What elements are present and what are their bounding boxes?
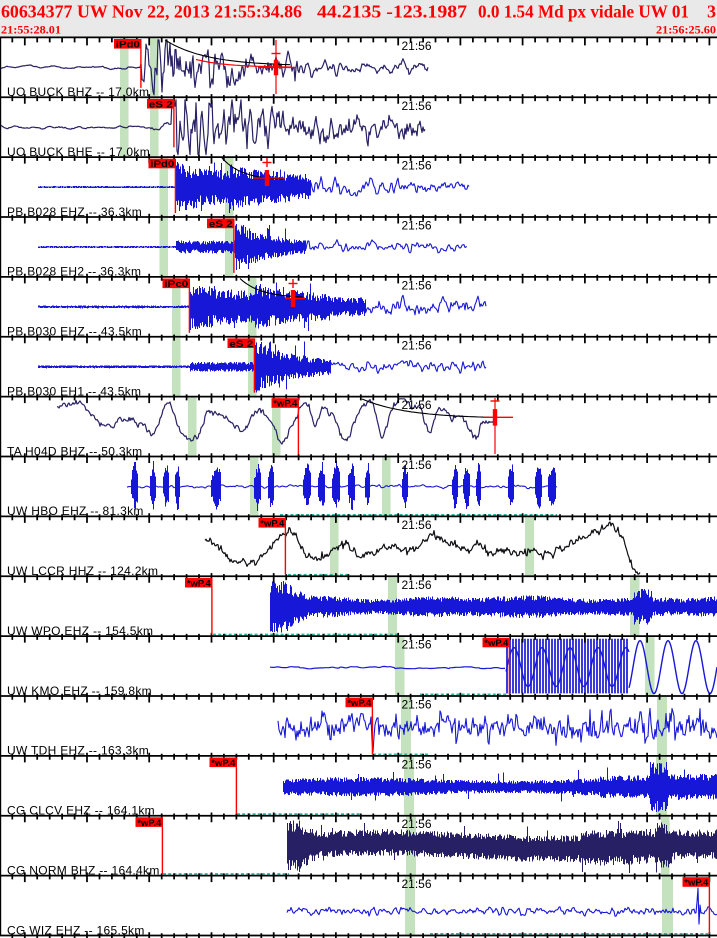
svg-text:PB B028 EHZ -- 36.3km: PB B028 EHZ -- 36.3km [7,205,142,219]
svg-text:21:56: 21:56 [402,278,432,292]
svg-text:21:56: 21:56 [402,698,432,712]
svg-text:21:56: 21:56 [402,757,432,771]
svg-text:21:56: 21:56 [402,39,432,53]
svg-text:eS 2: eS 2 [209,219,233,230]
svg-text:*wP.4: *wP.4 [211,758,236,769]
svg-text:CG NORM BHZ -- 164.4km: CG NORM BHZ -- 164.4km [7,863,160,877]
svg-text:21:56: 21:56 [402,817,432,831]
svg-text:21:56: 21:56 [402,458,432,472]
svg-text:UO BUCK BHZ -- 17.0km: UO BUCK BHZ -- 17.0km [7,85,149,99]
svg-text:iPc0: iPc0 [164,279,188,290]
svg-text:PB B028 EH2 -- 36.3km: PB B028 EH2 -- 36.3km [7,265,141,279]
svg-text:UO BUCK BHE -- 17.0km: UO BUCK BHE -- 17.0km [7,145,150,159]
svg-text:eS 2: eS 2 [229,339,253,350]
svg-text:PB B030 EH1 -- 43.5km: PB B030 EH1 -- 43.5km [7,384,141,398]
svg-text:21:56: 21:56 [402,638,432,652]
svg-text:CG WIZ EHZ -- 165.5km: CG WIZ EHZ -- 165.5km [7,923,145,937]
svg-text:TA H04D BHZ -- 50.3km: TA H04D BHZ -- 50.3km [7,444,142,458]
svg-text:44.2135 -123.1987: 44.2135 -123.1987 [317,2,467,22]
svg-text:21:56: 21:56 [402,338,432,352]
svg-text:*wP.4: *wP.4 [137,818,162,829]
svg-text:21:56:25.60: 21:56:25.60 [656,25,716,37]
svg-text:0.0 1.54 Md px vidale UW 01: 0.0 1.54 Md px vidale UW 01 [478,2,689,22]
svg-text:*wP.4: *wP.4 [273,399,298,410]
svg-text:iPd0: iPd0 [116,40,140,51]
svg-text:iPd0: iPd0 [150,159,174,170]
svg-text:*wP.4: *wP.4 [260,519,285,530]
svg-text:UW HBO EHZ -- 81.3km: UW HBO EHZ -- 81.3km [7,504,144,518]
svg-text:UW WPO EHZ -- 154.5km: UW WPO EHZ -- 154.5km [7,624,153,638]
svg-text:21:56: 21:56 [402,578,432,592]
svg-text:21:56: 21:56 [402,398,432,412]
svg-text:21:56: 21:56 [402,518,432,532]
svg-text:*wP.4: *wP.4 [347,698,372,709]
svg-text:21:56: 21:56 [402,159,432,173]
svg-text:21:55:28.01: 21:55:28.01 [1,25,61,37]
svg-text:3: 3 [707,2,716,22]
svg-text:*wP.4: *wP.4 [484,638,509,649]
svg-text:*wP.4: *wP.4 [684,878,709,889]
svg-text:PB B030 EHZ -- 43.5km: PB B030 EHZ -- 43.5km [7,325,142,339]
svg-text:CG CLCV EHZ -- 164.1km: CG CLCV EHZ -- 164.1km [7,804,155,818]
svg-text:UW LCCR HHZ -- 124.2km: UW LCCR HHZ -- 124.2km [7,564,158,578]
svg-text:UW TDH EHZ -- 163.3km: UW TDH EHZ -- 163.3km [7,744,149,758]
svg-text:21:56: 21:56 [402,219,432,233]
svg-text:60634377 UW Nov 22, 2013 21:55: 60634377 UW Nov 22, 2013 21:55:34.86 [1,2,302,22]
svg-text:21:56: 21:56 [402,99,432,113]
svg-text:eS 2: eS 2 [149,99,173,110]
svg-text:21:56: 21:56 [402,877,432,891]
svg-text:UW KMO EHZ -- 159.8km: UW KMO EHZ -- 159.8km [7,684,152,698]
svg-text:*wP.4: *wP.4 [187,578,212,589]
